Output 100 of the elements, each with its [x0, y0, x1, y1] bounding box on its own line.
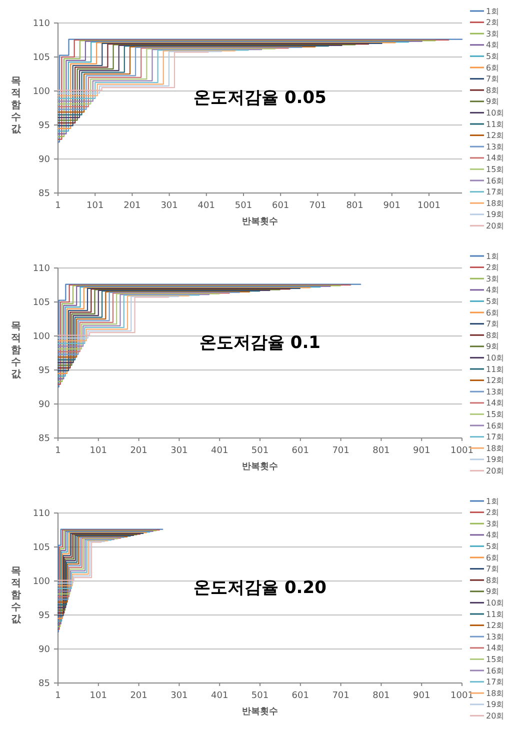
x-tick-label: 801: [372, 691, 390, 701]
x-tick-label: 901: [413, 691, 430, 701]
legend-label: 2회: [486, 18, 500, 28]
legend-label: 20회: [486, 466, 504, 476]
x-tick-label: 201: [124, 201, 141, 211]
legend-label: 15회: [486, 655, 504, 664]
x-tick-label: 1001: [418, 201, 440, 211]
x-tick-label: 201: [130, 691, 148, 701]
x-tick-label: 801: [372, 446, 390, 456]
legend-label: 19회: [486, 700, 504, 710]
x-tick-label: 401: [211, 446, 228, 456]
legend-label: 7회: [486, 564, 500, 574]
y-tick-label: 110: [32, 264, 50, 274]
x-tick-label: 601: [272, 201, 290, 211]
legend-label: 17회: [486, 678, 504, 687]
legend-label: 18회: [486, 444, 504, 453]
x-tick-label: 501: [234, 201, 252, 211]
y-axis-title: 목적함수값: [11, 76, 22, 135]
legend-label: 16회: [486, 421, 504, 430]
x-tick-label: 601: [292, 691, 309, 701]
x-tick-label: 901: [413, 446, 430, 456]
legend-label: 20회: [486, 222, 504, 230]
x-tick-label: 701: [309, 201, 326, 211]
legend-label: 5회: [486, 52, 500, 61]
x-tick-label: 301: [170, 446, 188, 456]
x-tick-label: 401: [198, 201, 215, 211]
legend-label: 8회: [486, 330, 500, 340]
x-tick-label: 1: [55, 446, 61, 456]
text: 온도저감율 0.20: [194, 578, 327, 598]
legend-label: 4회: [486, 286, 500, 295]
legend-label: 10회: [486, 354, 504, 362]
text: 온도저감율 0.1: [199, 333, 321, 353]
y-tick-label: 105: [32, 298, 50, 308]
legend-label: 12회: [486, 131, 504, 140]
legend-label: 11회: [486, 364, 504, 374]
legend-label: 13회: [486, 387, 504, 396]
legend-label: 19회: [486, 455, 504, 464]
x-tick-label: 201: [130, 446, 148, 456]
legend-label: 3회: [486, 29, 500, 38]
legend-label: 5회: [486, 542, 500, 551]
legend-label: 13회: [486, 632, 504, 642]
y-tick-label: 95: [38, 611, 50, 622]
legend-label: 6회: [486, 308, 500, 318]
x-tick-label: 1: [55, 691, 61, 701]
y-tick-label: 95: [38, 121, 50, 132]
y-tick-label: 85: [38, 189, 50, 200]
legend-label: 10회: [486, 598, 504, 608]
legend-label: 11회: [486, 610, 504, 619]
legend-label: 8회: [486, 576, 500, 585]
x-tick-label: 601: [292, 446, 309, 456]
legend-label: 1회: [486, 496, 500, 506]
legend-label: 9회: [486, 97, 500, 106]
legend-label: 6회: [486, 63, 500, 72]
y-tick-label: 100: [32, 87, 50, 98]
x-tick-label: 101: [90, 446, 107, 456]
x-axis-title: 반복횟수: [242, 217, 278, 227]
legend-label: 16회: [486, 666, 504, 676]
legend-label: 1회: [486, 252, 500, 261]
x-tick-label: 501: [251, 691, 269, 701]
legend-label: 10회: [486, 108, 504, 118]
x-tick-label: 1001: [450, 691, 474, 701]
x-tick-label: 501: [251, 446, 269, 456]
legend-label: 17회: [486, 432, 504, 442]
legend-label: 16회: [486, 176, 504, 186]
x-tick-label: 701: [332, 446, 350, 456]
legend-label: 15회: [486, 165, 504, 174]
y-tick-label: 95: [38, 366, 50, 376]
legend-label: 9회: [486, 342, 500, 352]
legend-label: 5회: [486, 297, 500, 306]
legend-label: 19회: [486, 210, 504, 220]
x-tick-label: 1: [55, 201, 61, 211]
legend-label: 12회: [486, 621, 504, 630]
x-axis-title: 반복횟수: [242, 707, 278, 717]
legend-label: 15회: [486, 410, 504, 419]
x-tick-label: 101: [90, 691, 107, 701]
legend-label: 3회: [486, 274, 500, 284]
legend-label: 14회: [486, 154, 504, 163]
x-tick-label: 301: [170, 691, 188, 701]
y-tick-label: 90: [38, 645, 50, 656]
x-tick-label: 301: [160, 201, 178, 211]
legend-label: 11회: [486, 120, 504, 129]
x-tick-label: 101: [86, 201, 104, 211]
legend-label: 9회: [486, 587, 500, 596]
y-axis-title: 목적함수값: [11, 321, 22, 380]
legend-label: 18회: [486, 688, 504, 698]
legend-label: 2회: [486, 263, 500, 272]
legend-label: 7회: [486, 74, 500, 84]
x-tick-label: 401: [211, 691, 228, 701]
legend-label: 4회: [486, 530, 500, 540]
legend-label: 6회: [486, 553, 500, 562]
y-tick-label: 110: [32, 509, 50, 520]
legend-label: 14회: [486, 398, 504, 408]
y-tick-label: 105: [32, 53, 50, 64]
x-axis-title: 반복횟수: [242, 462, 278, 472]
y-tick-label: 100: [32, 332, 50, 342]
legend-label: 18회: [486, 198, 504, 208]
y-tick-label: 110: [32, 19, 50, 30]
legend-label: 4회: [486, 40, 500, 50]
y-tick-label: 105: [32, 543, 50, 554]
legend-label: 7회: [486, 320, 500, 329]
